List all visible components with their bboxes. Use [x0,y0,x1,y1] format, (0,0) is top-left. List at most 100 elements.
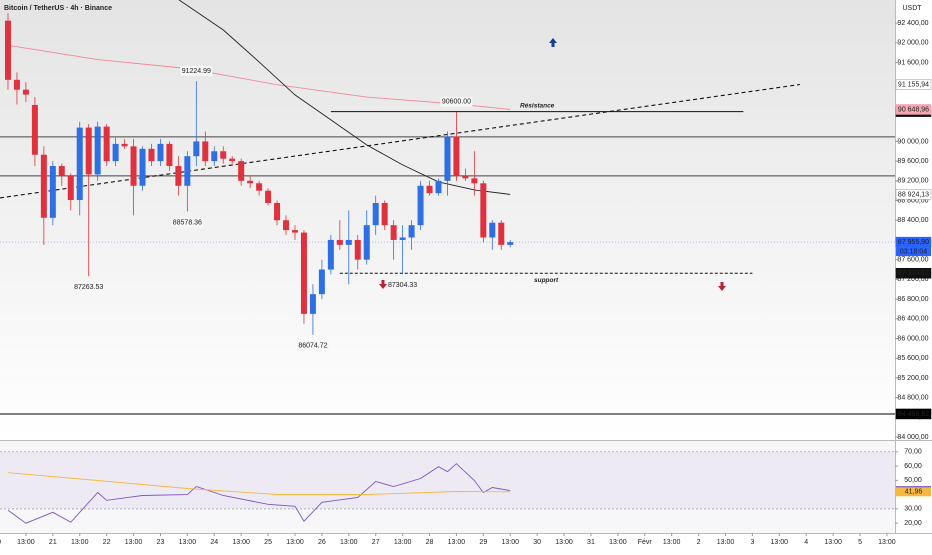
price-label: 87263.53 [74,284,103,291]
candle-body [283,220,290,231]
x-tick-label: 26 [318,539,326,546]
candle-body [238,161,245,181]
x-tick-label: 13:00 [232,539,250,546]
x-tick-label: 30 [533,539,541,546]
rsi-band [0,451,895,509]
candle-body [399,237,406,240]
x-tick-label: 13:00 [663,539,681,546]
countdown-box [896,247,931,257]
candle-body [444,136,451,181]
candle-body [31,104,38,155]
level-text: support [534,277,559,284]
candle-body [471,178,478,184]
rsi-y-tick-label: 20,00 [904,520,922,527]
candle-body [291,230,298,233]
overlay-line [178,0,511,195]
x-tick-label: 13:00 [878,539,896,546]
x-tick-label: 13:00 [717,539,735,546]
candle-body [4,20,11,80]
x-tick-label: 5 [858,539,862,546]
y-tick-label: 92 400,00 [897,20,928,27]
candle-body [139,148,146,186]
rsi-line [7,472,511,495]
y-tick-label: 90 000,00 [897,138,928,145]
candle-body [435,180,442,194]
candle-body [480,183,487,238]
overlay-badge-box [895,189,932,200]
price-label-box [296,340,329,351]
y-tick-label: 89 600,00 [897,158,928,165]
price-label: 90600.00 [442,99,471,106]
main-plot: Résistance support 91224.99 88578.36 87263.5… [0,0,895,415]
candle-body [193,141,200,157]
y-tick-label: 87 600,00 [897,257,928,264]
y-tick-label: 89 200,00 [897,178,928,185]
x-tick-label: 13:00 [501,539,519,546]
x-tick-label: 13:00 [17,539,35,546]
price-label-box [386,280,419,291]
x-tick-label: 13:00 [771,539,789,546]
candle-body [184,156,191,186]
candle-body [426,185,433,194]
candle-body [157,143,164,162]
rsi-pane [0,441,895,533]
price-label: 91224.99 [182,68,211,75]
countdown: 03:18:04 [900,248,927,255]
x-tick-label: 13:00 [609,539,627,546]
candle-body [318,269,325,295]
candle-body [148,148,155,162]
candle-body [67,175,74,201]
candle-body [103,126,110,162]
level-text: Résistance [520,102,555,109]
x-tick-label: 2 [697,539,701,546]
rsi-line [7,463,511,524]
candle-body [94,126,101,175]
y-tick-label: 91 600,00 [897,59,928,66]
candle-body [256,183,263,191]
candle-body [453,136,460,176]
overlay-badge: 88 924,13 [898,191,929,198]
candle-body [408,225,415,238]
candle-body [40,154,47,218]
x-tick-label: 27 [372,539,380,546]
candle-body [489,222,496,238]
last-price-badge: 87 955,90 [898,239,929,246]
x-tick-label: 28 [426,539,434,546]
rsi-y-tick-label: 50,00 [904,477,922,484]
y-tick-label: 92 000,00 [897,40,928,47]
x-tick-label: 13:00 [340,539,358,546]
price-label-box [171,217,204,228]
level-badge: 87 324,62 [898,270,929,277]
price-label-box [180,66,213,77]
x-tick-label: 29 [479,539,487,546]
candle-body [381,203,388,226]
level-badge-box [895,267,932,279]
candle-body [345,239,352,245]
y-tick-label: 88 800,00 [897,197,928,204]
overlay-badge: 90 648,96 [898,106,929,113]
x-tick-label: Févr [638,539,653,546]
rsi-y-tick-label: 60,00 [904,463,922,470]
x-tick-label: 25 [264,539,272,546]
candle-body [247,180,254,184]
x-tick-label: 31 [587,539,595,546]
candle-body [112,143,119,162]
overlay-badge-box [895,104,932,115]
candle-body [49,166,56,218]
level-badge-box [895,408,932,420]
y-tick-label: 85 600,00 [897,355,928,362]
down-arrow [379,280,387,289]
candle-body [336,239,343,245]
x-tick-label: 13:00 [448,539,466,546]
candle-body [13,79,20,90]
candle-body [121,143,128,147]
price-label: 86074.72 [298,343,327,350]
y-tick-label: 85 200,00 [897,375,928,382]
y-tick-label: 86 000,00 [897,335,928,342]
overlay-badge-box [895,79,932,90]
candle-body [507,242,514,245]
rsi-badge-box [896,487,931,497]
candle-body [130,146,137,186]
candle-body [354,239,361,260]
y-tick-label: 88 400,00 [897,217,928,224]
